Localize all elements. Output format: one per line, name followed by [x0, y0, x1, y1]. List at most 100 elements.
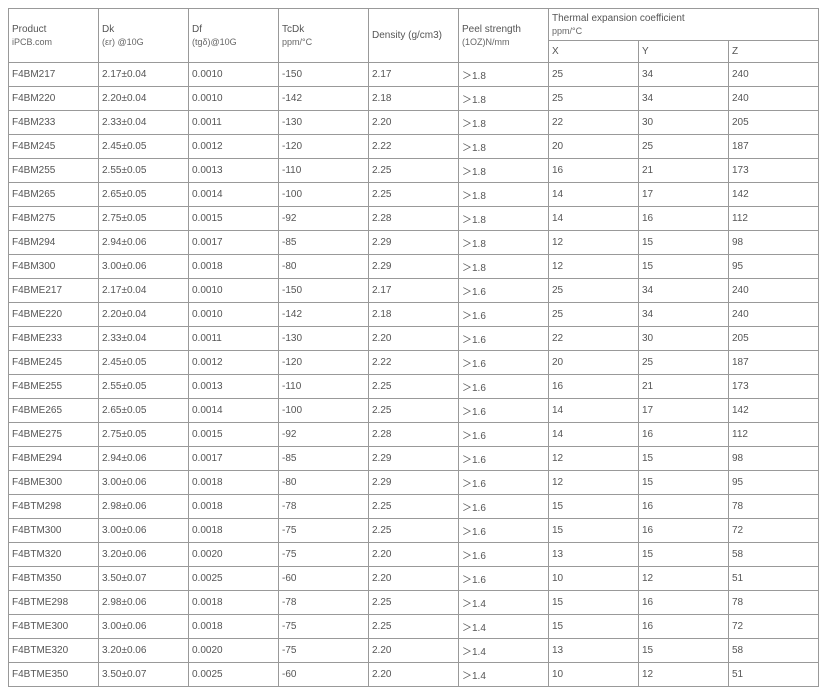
table-cell: -142	[279, 303, 369, 327]
table-cell: 0.0018	[189, 519, 279, 543]
table-row: F4BM2552.55±0.050.0013-1102.25＞1.8162117…	[9, 159, 819, 183]
table-cell: 2.29	[369, 471, 459, 495]
table-row: F4BTM3003.00±0.060.0018-752.25＞1.6151672	[9, 519, 819, 543]
table-cell: F4BM275	[9, 207, 99, 231]
table-cell: 25	[549, 87, 639, 111]
table-cell: 3.00±0.06	[99, 519, 189, 543]
table-cell: 0.0015	[189, 423, 279, 447]
table-cell: -75	[279, 519, 369, 543]
table-cell: F4BME294	[9, 447, 99, 471]
table-cell: ＞1.6	[459, 399, 549, 423]
table-cell: 2.20	[369, 111, 459, 135]
table-cell: 0.0017	[189, 447, 279, 471]
table-cell: -75	[279, 543, 369, 567]
table-cell: ＞1.8	[459, 255, 549, 279]
table-cell: ＞1.6	[459, 447, 549, 471]
table-cell: 15	[639, 447, 729, 471]
table-cell: 112	[729, 423, 819, 447]
table-cell: F4BTM298	[9, 495, 99, 519]
table-cell: 2.94±0.06	[99, 231, 189, 255]
col-density: Density (g/cm3)	[369, 9, 459, 63]
table-cell: 30	[639, 327, 729, 351]
table-cell: F4BM245	[9, 135, 99, 159]
table-cell: ＞1.6	[459, 279, 549, 303]
table-cell: -80	[279, 255, 369, 279]
table-cell: 173	[729, 375, 819, 399]
table-cell: 72	[729, 519, 819, 543]
table-cell: F4BME275	[9, 423, 99, 447]
table-cell: 3.50±0.07	[99, 567, 189, 591]
col-z: Z	[729, 41, 819, 63]
table-cell: 2.45±0.05	[99, 135, 189, 159]
table-cell: 0.0010	[189, 63, 279, 87]
table-cell: 34	[639, 87, 729, 111]
table-cell: 30	[639, 111, 729, 135]
table-cell: 2.65±0.05	[99, 183, 189, 207]
table-cell: 0.0010	[189, 279, 279, 303]
table-cell: -92	[279, 423, 369, 447]
table-cell: 2.98±0.06	[99, 591, 189, 615]
table-cell: F4BM217	[9, 63, 99, 87]
table-row: F4BME2552.55±0.050.0013-1102.25＞1.616211…	[9, 375, 819, 399]
table-cell: -150	[279, 279, 369, 303]
table-cell: 16	[639, 207, 729, 231]
table-cell: 2.65±0.05	[99, 399, 189, 423]
table-cell: F4BME233	[9, 327, 99, 351]
table-cell: 13	[549, 543, 639, 567]
table-cell: ＞1.4	[459, 663, 549, 687]
table-cell: 0.0018	[189, 615, 279, 639]
table-cell: 25	[549, 63, 639, 87]
table-cell: F4BTM320	[9, 543, 99, 567]
col-y: Y	[639, 41, 729, 63]
table-cell: 98	[729, 447, 819, 471]
table-cell: 16	[639, 615, 729, 639]
table-cell: 25	[549, 279, 639, 303]
table-cell: 15	[549, 591, 639, 615]
table-cell: 2.20	[369, 639, 459, 663]
materials-table: Product iPCB.com Dk (εr) @10G Df (tgδ)@1…	[8, 8, 819, 687]
table-cell: F4BTME300	[9, 615, 99, 639]
table-cell: -75	[279, 639, 369, 663]
col-dk-sub: (εr) @10G	[102, 37, 185, 47]
table-cell: ＞1.6	[459, 567, 549, 591]
table-cell: 0.0014	[189, 399, 279, 423]
table-row: F4BM3003.00±0.060.0018-802.29＞1.8121595	[9, 255, 819, 279]
table-cell: 58	[729, 543, 819, 567]
table-cell: 14	[549, 207, 639, 231]
table-cell: ＞1.6	[459, 351, 549, 375]
table-cell: F4BM265	[9, 183, 99, 207]
table-cell: ＞1.6	[459, 327, 549, 351]
table-row: F4BM2172.17±0.040.0010-1502.17＞1.8253424…	[9, 63, 819, 87]
table-cell: 72	[729, 615, 819, 639]
table-cell: 12	[549, 231, 639, 255]
table-cell: 2.20±0.04	[99, 303, 189, 327]
table-cell: 16	[639, 519, 729, 543]
table-cell: 12	[549, 255, 639, 279]
table-row: F4BM2332.33±0.040.0011-1302.20＞1.8223020…	[9, 111, 819, 135]
table-cell: F4BME245	[9, 351, 99, 375]
table-cell: F4BTME320	[9, 639, 99, 663]
table-cell: 25	[639, 135, 729, 159]
table-cell: 2.28	[369, 423, 459, 447]
table-cell: 2.25	[369, 375, 459, 399]
table-cell: 2.22	[369, 135, 459, 159]
table-cell: 2.17	[369, 63, 459, 87]
table-cell: F4BM294	[9, 231, 99, 255]
table-cell: F4BTM300	[9, 519, 99, 543]
table-cell: 0.0020	[189, 639, 279, 663]
table-cell: F4BTME350	[9, 663, 99, 687]
table-cell: 58	[729, 639, 819, 663]
table-cell: -78	[279, 495, 369, 519]
table-cell: 2.20	[369, 543, 459, 567]
table-cell: 0.0025	[189, 663, 279, 687]
table-cell: 2.18	[369, 87, 459, 111]
table-cell: 2.17±0.04	[99, 63, 189, 87]
table-cell: 15	[549, 495, 639, 519]
table-cell: 14	[549, 423, 639, 447]
table-cell: 240	[729, 303, 819, 327]
table-cell: F4BTME298	[9, 591, 99, 615]
table-cell: 0.0012	[189, 135, 279, 159]
table-cell: F4BME300	[9, 471, 99, 495]
table-cell: 0.0018	[189, 495, 279, 519]
table-cell: ＞1.6	[459, 519, 549, 543]
